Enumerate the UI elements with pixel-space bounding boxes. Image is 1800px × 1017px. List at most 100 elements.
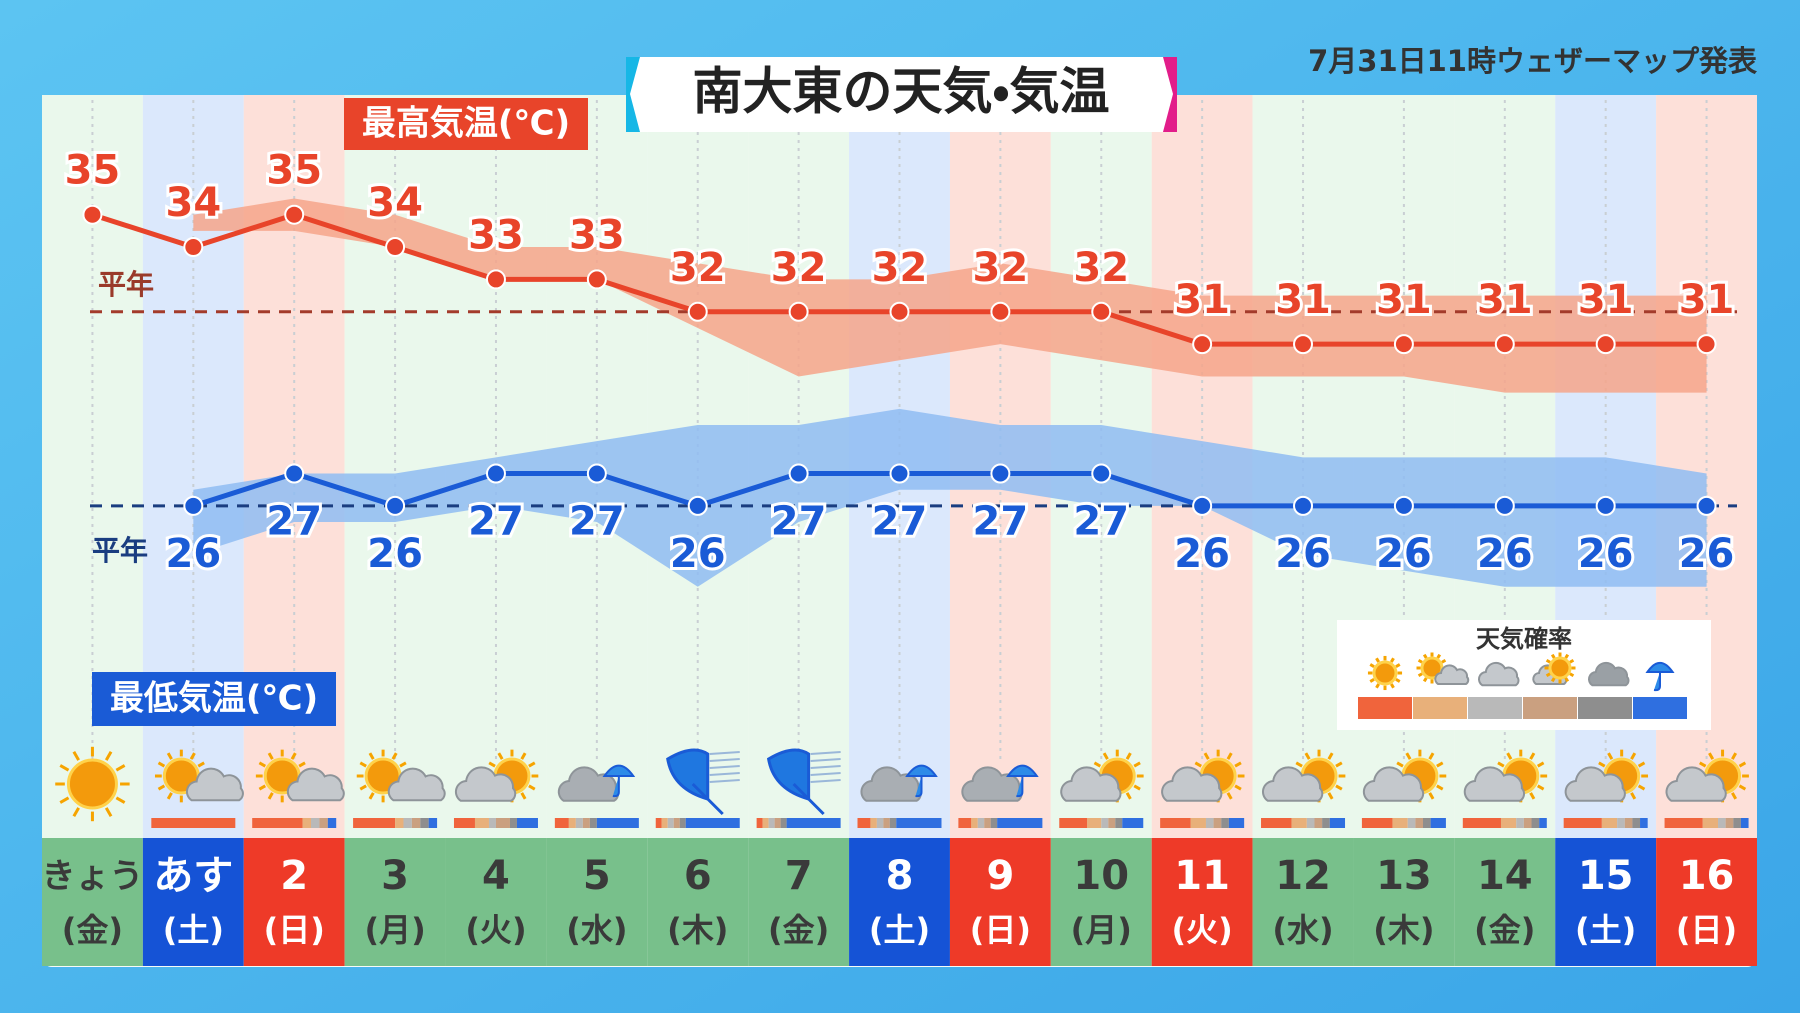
probability-segment — [1306, 818, 1315, 828]
data-point — [485, 269, 506, 290]
sun-ray — [1396, 761, 1404, 768]
probability-segment — [870, 818, 877, 828]
sun-ray — [267, 752, 274, 760]
data-label: 31 — [1578, 277, 1634, 323]
sun-ray — [497, 752, 504, 760]
probability-segment — [774, 818, 781, 828]
data-point — [1192, 495, 1213, 516]
probability-segment — [589, 818, 597, 828]
probability-segment — [780, 818, 787, 828]
data-point — [990, 463, 1011, 484]
probability-segment — [679, 818, 686, 828]
sun-ray — [1436, 761, 1444, 768]
probability-segment — [1205, 818, 1214, 828]
sun-ray — [1536, 784, 1545, 791]
probability-segment — [1101, 818, 1109, 828]
wind — [810, 779, 841, 783]
sun-ray — [1102, 752, 1109, 760]
probability-segment — [420, 818, 429, 828]
sun-ray — [1529, 792, 1536, 800]
data-point — [788, 301, 809, 322]
legend-swatch — [1578, 697, 1632, 719]
weekday-label: (火) — [1172, 911, 1233, 949]
data-point — [1494, 334, 1515, 355]
data-point — [1393, 334, 1414, 355]
probability-segment — [1617, 818, 1625, 828]
sun-ray — [1375, 657, 1380, 663]
sun-ray — [488, 761, 496, 768]
sun-ray — [368, 792, 375, 800]
sun-ray — [1529, 752, 1536, 760]
probability-segment — [151, 818, 236, 828]
date-cell — [1454, 838, 1556, 966]
data-point — [1293, 495, 1314, 516]
sun-ray — [1417, 672, 1423, 678]
probability-segment — [984, 818, 991, 828]
sun-ray — [1569, 672, 1575, 678]
data-point — [586, 463, 607, 484]
date-cell — [445, 838, 547, 966]
probability-segment — [1361, 818, 1393, 828]
sun-ray — [1569, 658, 1575, 664]
wind — [709, 772, 740, 776]
sun-ray — [1637, 784, 1646, 791]
cloud — [1362, 766, 1425, 802]
sun-ray — [1545, 672, 1551, 678]
sun-ray — [104, 807, 113, 817]
data-label: 26 — [165, 531, 221, 577]
umbrella — [766, 748, 825, 816]
probability-segment — [1122, 818, 1144, 828]
probability-segment — [1516, 818, 1524, 828]
data-point — [183, 237, 204, 258]
x-tick-label: 14 — [1477, 853, 1533, 899]
sun-ray — [258, 761, 267, 768]
data-point — [1293, 334, 1314, 355]
umbrella — [666, 748, 724, 816]
x-tick-label: 13 — [1376, 853, 1432, 899]
data-point — [1192, 334, 1213, 355]
sun-ray — [1295, 761, 1303, 768]
probability-segment — [876, 818, 884, 828]
sun-ray — [1369, 663, 1375, 668]
date-cell — [42, 838, 143, 966]
sun-ray — [298, 761, 306, 768]
data-point — [183, 495, 204, 516]
data-point — [284, 463, 305, 484]
cloud — [1478, 661, 1520, 687]
issue-note: 7月31日11時ウェザーマップ発表 — [1308, 44, 1758, 78]
probability-segment — [319, 818, 328, 828]
legend-entry: 最高気温(℃) — [362, 104, 570, 144]
sun-ray — [1630, 792, 1637, 800]
umbrella — [1006, 764, 1039, 798]
probability-segment — [495, 818, 510, 828]
data-label: 32 — [973, 245, 1029, 291]
probability-segment — [1702, 818, 1719, 828]
sun-ray — [1738, 784, 1747, 791]
data-label: 26 — [367, 531, 423, 577]
probability-segment — [768, 818, 775, 828]
sun-ray — [359, 761, 367, 768]
sun-ray — [528, 761, 536, 768]
date-cell — [1353, 838, 1455, 966]
probability-segment — [516, 818, 538, 828]
wind — [810, 758, 841, 762]
probability-segment — [403, 818, 412, 828]
x-tick-label: あす — [153, 853, 233, 899]
data-label: 26 — [1578, 531, 1634, 577]
sun-ray — [157, 761, 166, 768]
sun-ray — [1422, 677, 1428, 683]
x-tick-label: 11 — [1174, 853, 1230, 899]
sun-ray — [267, 792, 274, 800]
sun — [66, 758, 118, 810]
date-cell — [849, 838, 950, 966]
data-label: 26 — [1174, 531, 1230, 577]
probability-segment — [762, 818, 769, 828]
probability-segment — [1115, 818, 1123, 828]
weekday-label: (日) — [970, 911, 1031, 949]
probability-segment — [488, 818, 496, 828]
wind — [810, 751, 841, 755]
cloud — [1564, 766, 1626, 802]
probability-segment — [889, 818, 897, 828]
sun-ray — [1428, 752, 1435, 760]
